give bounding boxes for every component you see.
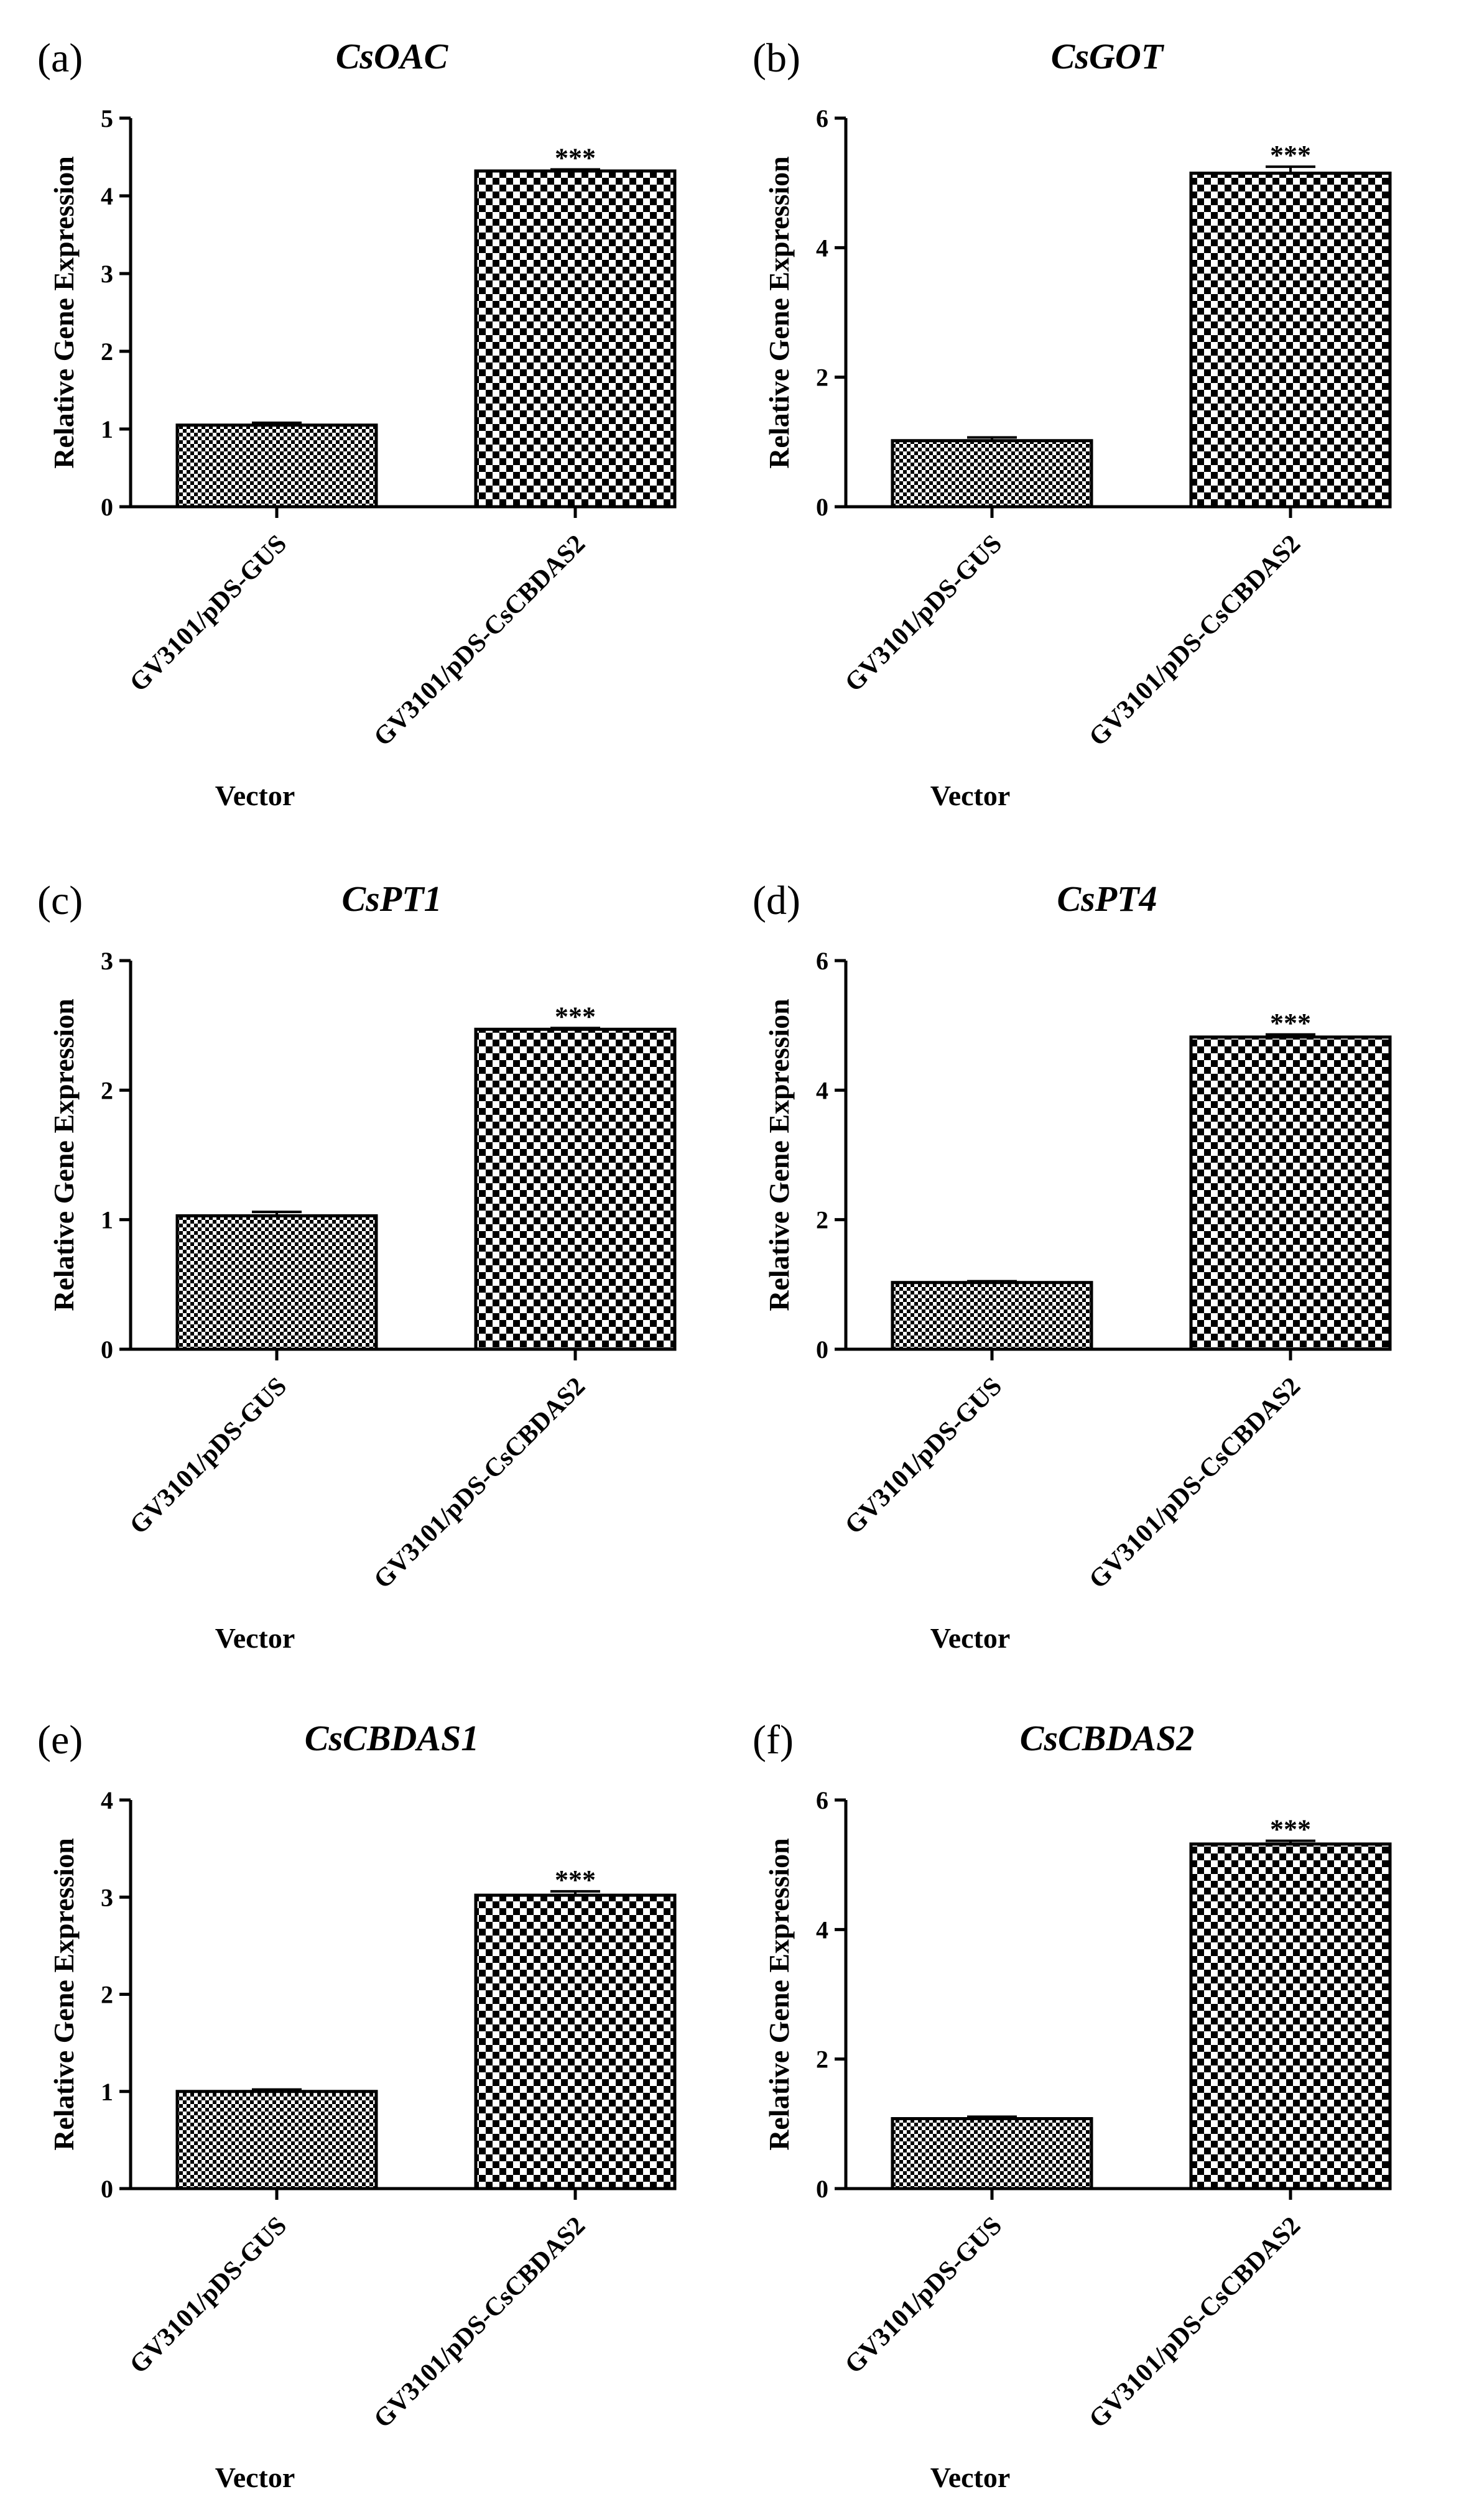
- chart-title: CsOAC: [336, 36, 449, 76]
- category-label: GV3101/pDS-GUS: [840, 1372, 1008, 1540]
- chart-title: CsPT1: [341, 879, 442, 919]
- panel-letter: (c): [37, 878, 83, 923]
- y-tick-label: 2: [101, 1981, 113, 2009]
- chart-d: (d) CsPT4 GV3101/pDS-GUS *** GV3101/pDS-CsCB…: [753, 878, 1392, 1654]
- y-tick-label: 2: [101, 1076, 113, 1104]
- bar-gus: [175, 2090, 378, 2190]
- y-tick-label: 3: [101, 260, 113, 288]
- chart-title: CsGOT: [1051, 36, 1165, 76]
- category-label: GV3101/pDS-CsCBDAS2: [1083, 530, 1306, 752]
- y-axis-label: Relative Gene Expression: [48, 156, 80, 469]
- y-tick-label: 1: [101, 1206, 113, 1234]
- significance-label: ***: [555, 143, 596, 173]
- chart-f: (f) CsCBDAS2 GV3101/pDS-GUS *** GV3101/pDS-C…: [753, 1717, 1392, 2493]
- bar-cscbdas2: [474, 1893, 677, 2190]
- panel-letter: (e): [37, 1717, 83, 1763]
- y-tick-label: 4: [816, 1076, 828, 1104]
- y-tick-label: 6: [816, 947, 828, 975]
- x-axis-label: Vector: [930, 1622, 1011, 1654]
- bar-cscbdas2: [1189, 1035, 1392, 1351]
- significance-label: ***: [555, 1001, 596, 1032]
- x-axis-label: Vector: [930, 780, 1011, 811]
- panel-letter: (a): [37, 35, 83, 81]
- category-label: GV3101/pDS-GUS: [124, 530, 292, 698]
- y-tick-label: 6: [816, 1786, 828, 1814]
- x-axis-label: Vector: [930, 2462, 1011, 2493]
- y-tick-label: 2: [101, 338, 113, 366]
- category-label: GV3101/pDS-GUS: [124, 1372, 292, 1540]
- chart-b: (b) CsGOT GV3101/pDS-GUS *** GV3101/pDS-CsCB…: [753, 35, 1392, 811]
- x-axis-label: Vector: [215, 2462, 295, 2493]
- y-tick-label: 1: [101, 2078, 113, 2106]
- bar-gus: [175, 423, 378, 509]
- category-label: GV3101/pDS-GUS: [840, 530, 1008, 698]
- y-tick-label: 1: [101, 415, 113, 443]
- y-tick-label: 4: [101, 182, 113, 210]
- y-tick-label: 0: [101, 1336, 113, 1364]
- y-tick-label: 0: [816, 1336, 828, 1364]
- chart-title: CsPT4: [1057, 879, 1157, 919]
- y-tick-label: 0: [816, 2175, 828, 2203]
- bar-gus: [891, 439, 1093, 509]
- category-label: GV3101/pDS-CsCBDAS2: [368, 530, 591, 752]
- significance-label: ***: [1270, 140, 1311, 170]
- y-tick-label: 6: [816, 104, 828, 132]
- significance-label: ***: [1270, 1814, 1311, 1845]
- significance-label: ***: [555, 1865, 596, 1895]
- y-tick-label: 4: [816, 234, 828, 262]
- category-label: GV3101/pDS-CsCBDAS2: [1083, 2212, 1306, 2434]
- panel-letter: (f): [753, 1717, 794, 1763]
- y-tick-label: 3: [101, 1883, 113, 1911]
- category-label: GV3101/pDS-CsCBDAS2: [368, 2212, 591, 2434]
- bar-cscbdas2: [474, 169, 677, 509]
- y-axis-label: Relative Gene Expression: [763, 999, 795, 1311]
- x-axis-label: Vector: [215, 1622, 295, 1654]
- y-axis-label: Relative Gene Expression: [48, 999, 80, 1311]
- y-tick-label: 2: [816, 1206, 828, 1234]
- bar-gus: [891, 1281, 1093, 1351]
- category-label: GV3101/pDS-GUS: [840, 2212, 1008, 2379]
- significance-label: ***: [1270, 1008, 1311, 1038]
- bar-gus: [891, 2117, 1093, 2190]
- y-axis-label: Relative Gene Expression: [48, 1838, 80, 2151]
- y-axis-label: Relative Gene Expression: [763, 1838, 795, 2151]
- y-axis-label: Relative Gene Expression: [763, 156, 795, 469]
- y-tick-label: 5: [101, 104, 113, 132]
- y-tick-label: 0: [101, 2175, 113, 2203]
- y-tick-label: 4: [101, 1786, 113, 1814]
- bar-gus: [175, 1214, 378, 1351]
- y-tick-label: 0: [816, 493, 828, 521]
- y-tick-label: 0: [101, 493, 113, 521]
- y-tick-label: 2: [816, 364, 828, 392]
- chart-title: CsCBDAS1: [305, 1718, 479, 1758]
- chart-title: CsCBDAS2: [1020, 1718, 1194, 1758]
- category-label: GV3101/pDS-CsCBDAS2: [1083, 1372, 1306, 1595]
- y-tick-label: 2: [816, 2046, 828, 2074]
- category-label: GV3101/pDS-GUS: [124, 2212, 292, 2379]
- panel-letter: (d): [753, 878, 800, 923]
- category-label: GV3101/pDS-CsCBDAS2: [368, 1372, 591, 1595]
- x-axis-label: Vector: [215, 780, 295, 811]
- bar-cscbdas2: [1189, 1842, 1392, 2190]
- panel-letter: (b): [753, 35, 800, 81]
- bar-cscbdas2: [1189, 172, 1392, 509]
- bar-cscbdas2: [474, 1027, 677, 1351]
- chart-c: (c) CsPT1 GV3101/pDS-GUS *** GV3101/pDS-CsCB…: [37, 878, 677, 1654]
- y-tick-label: 3: [101, 947, 113, 975]
- y-tick-label: 4: [816, 1916, 828, 1944]
- chart-a: (a) CsOAC GV3101/pDS-GUS *** GV3101/pDS-CsCB…: [37, 35, 677, 811]
- chart-e: (e) CsCBDAS1 GV3101/pDS-GUS *** GV3101/pDS-C…: [37, 1717, 677, 2493]
